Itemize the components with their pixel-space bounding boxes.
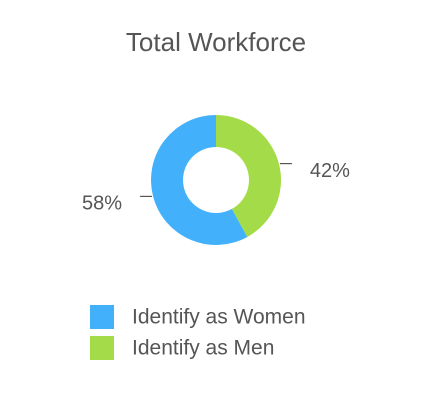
legend-label: Identify as Men — [132, 337, 274, 360]
donut-slice — [150, 115, 248, 245]
value-label: 42% — [310, 160, 350, 182]
value-label: 58% — [82, 193, 122, 215]
chart-title: Total Workforce — [126, 27, 306, 57]
legend-swatch — [90, 305, 114, 329]
legend-label: Identify as Women — [132, 306, 306, 329]
donut-slice — [216, 115, 281, 237]
legend-swatch — [90, 336, 114, 360]
